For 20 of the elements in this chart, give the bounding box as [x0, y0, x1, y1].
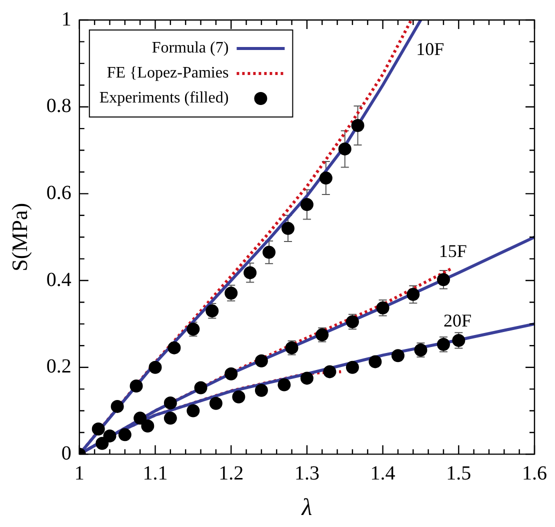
legend-label: FE {Lopez-Pamies [106, 64, 229, 82]
annotation: 20F [443, 310, 472, 331]
y-tick-label: 1 [61, 8, 72, 30]
annotation: 10F [416, 39, 444, 60]
y-tick-label: 0.6 [46, 182, 72, 204]
y-tick-label: 0.8 [46, 95, 72, 118]
y-tick-label: 0.2 [46, 356, 72, 378]
annotation: 15F [438, 241, 467, 262]
legend-label: Formula (7) [152, 40, 229, 57]
y-tick-label: 0.4 [46, 268, 72, 291]
y-axis-title: S(MPa) [6, 202, 32, 272]
x-tick-label: 1.5 [446, 462, 472, 484]
legend-label: Experiments (filled) [99, 90, 229, 107]
x-tick-label: 1.1 [142, 462, 168, 484]
x-tick-label: 1.2 [218, 462, 244, 484]
x-axis-title: λ [300, 494, 312, 521]
x-tick-label: 1.3 [294, 462, 320, 484]
x-tick-label: 1.6 [522, 462, 547, 484]
y-tick-label: 0 [61, 442, 72, 464]
x-tick-label: 1.4 [370, 462, 396, 484]
